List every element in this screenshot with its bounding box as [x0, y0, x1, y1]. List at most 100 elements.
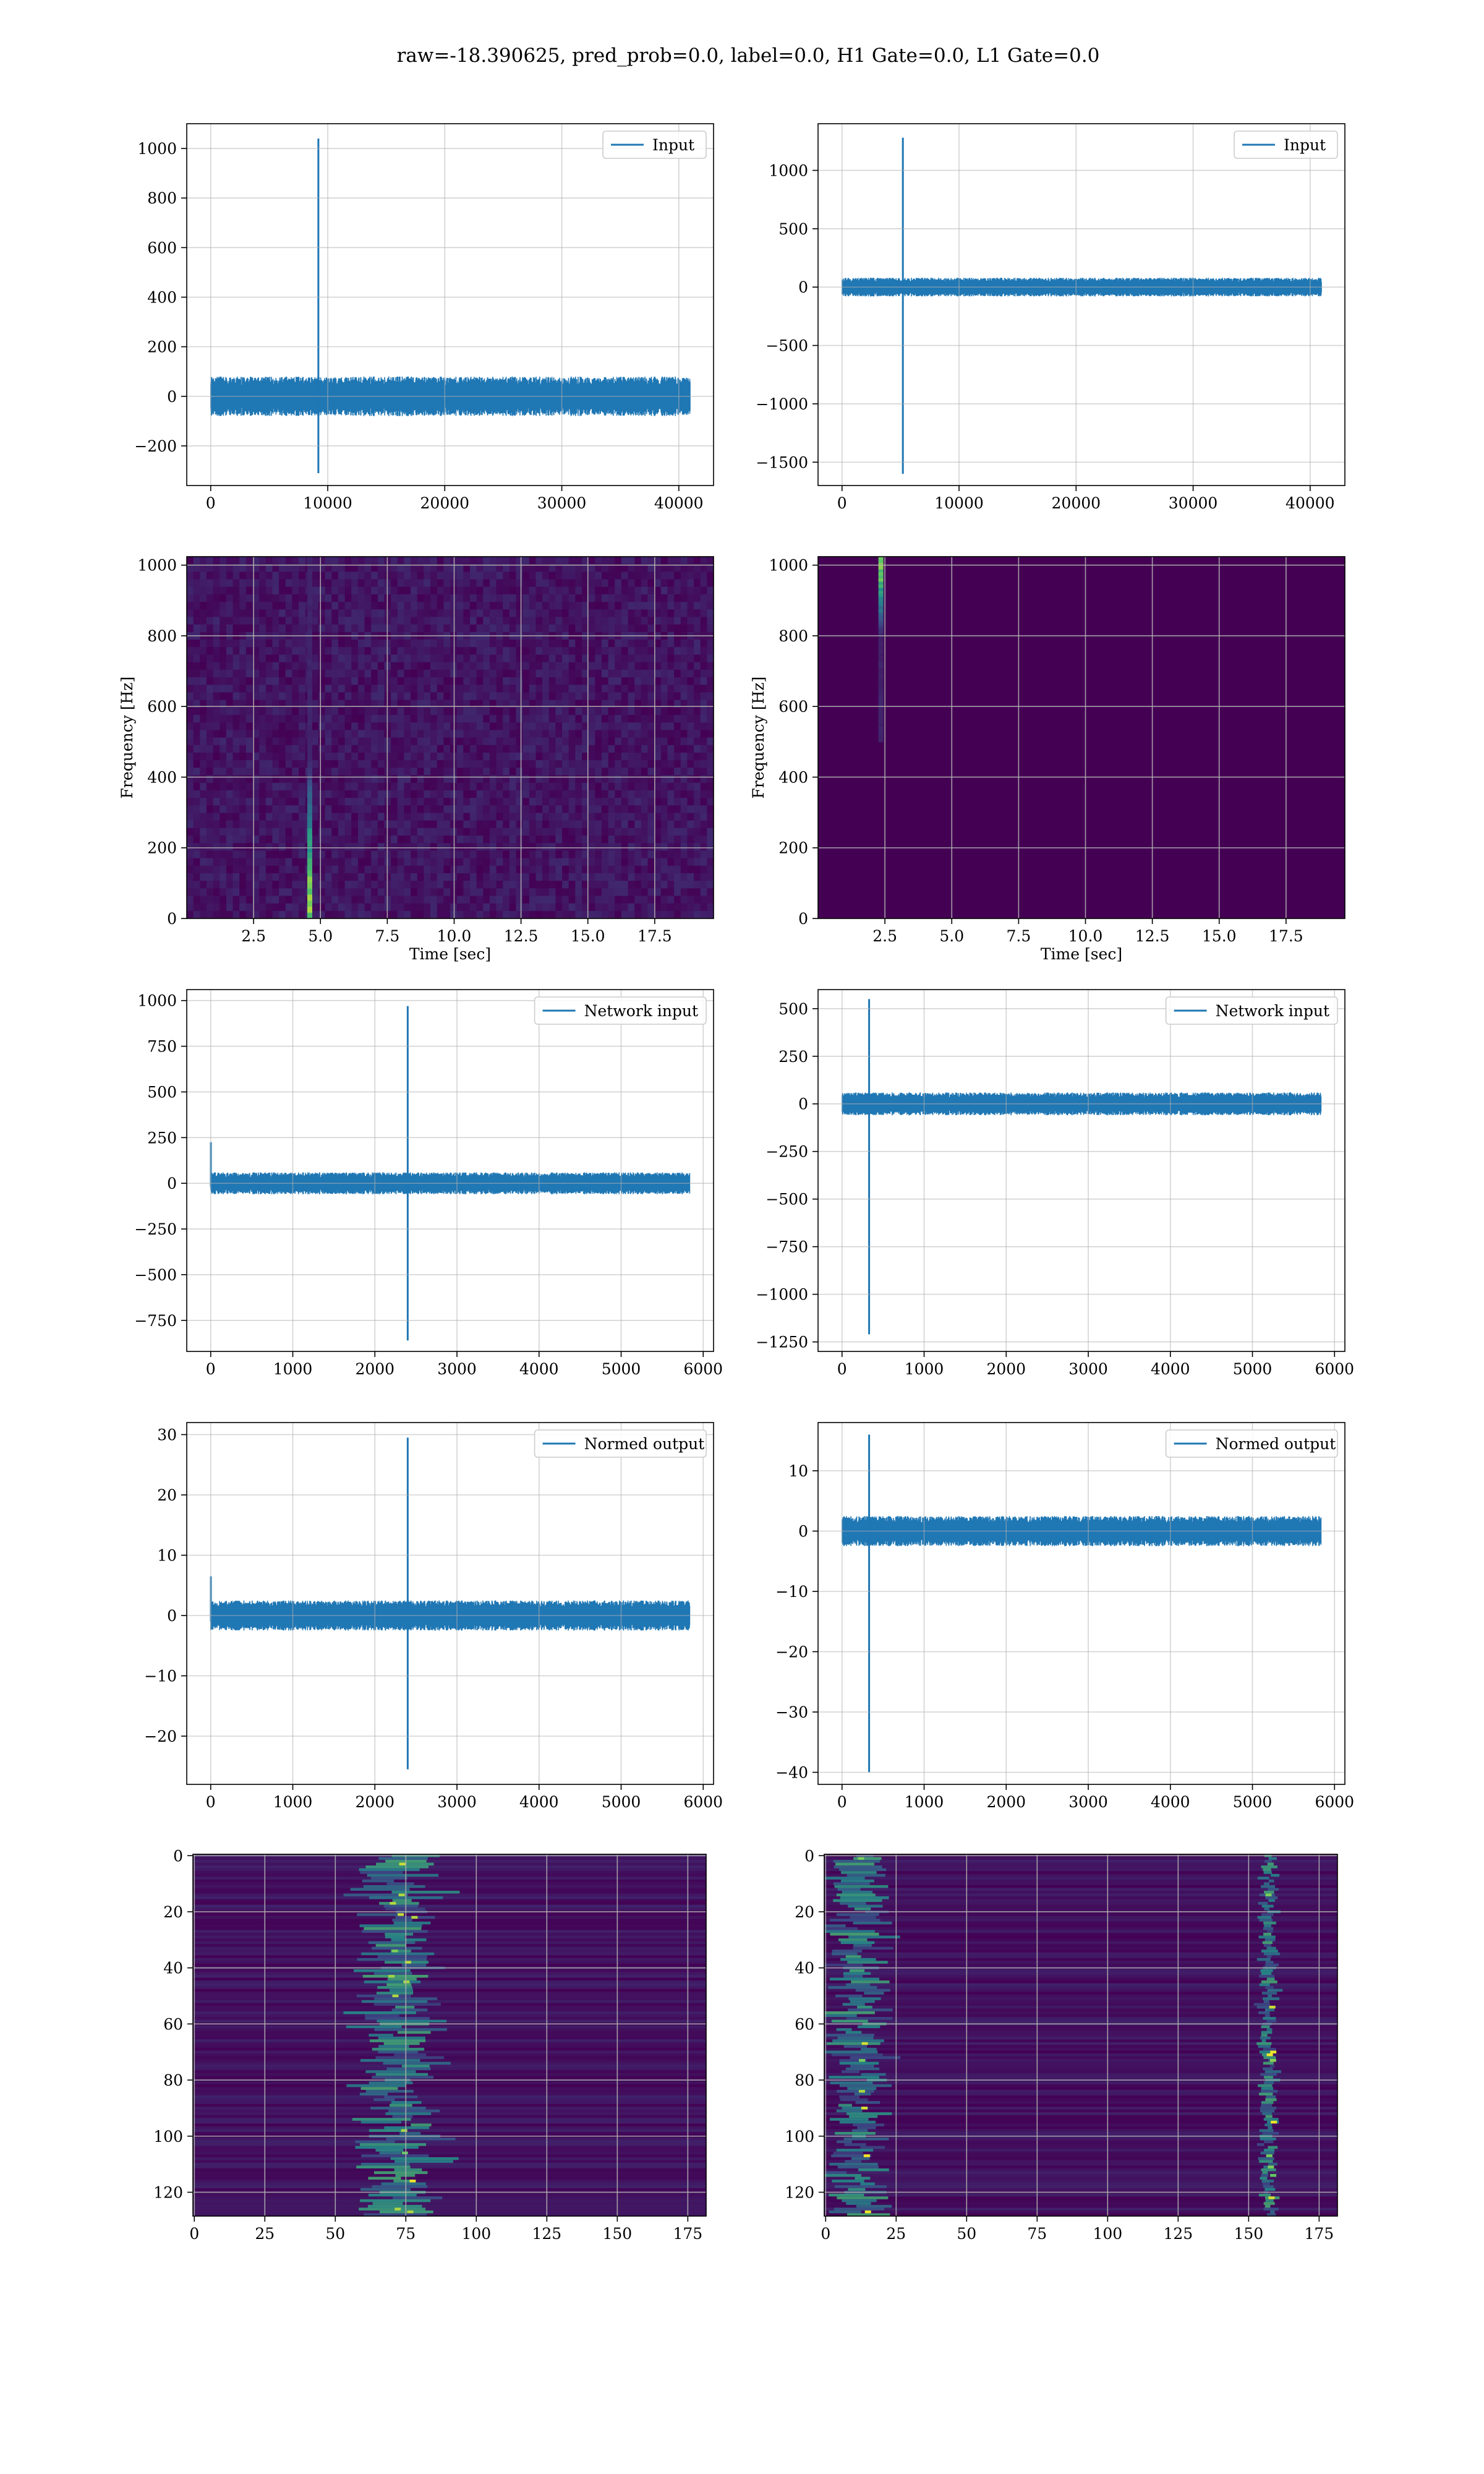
heatmap-cell — [252, 617, 260, 625]
heatmap-cell — [601, 813, 609, 821]
heatmap-cell — [694, 775, 701, 784]
heatmap-cell — [647, 647, 655, 656]
heatmap-cell — [312, 896, 319, 904]
heatmap-cell — [647, 782, 655, 791]
heatmap-cell — [187, 820, 194, 829]
heatmap-row — [193, 2126, 706, 2129]
heatmap-cell — [588, 677, 595, 685]
heatmap-cell — [483, 714, 490, 723]
heatmap-cell — [687, 662, 694, 670]
heatmap-cell — [226, 609, 234, 618]
heatmap-streak — [1264, 2123, 1272, 2127]
heatmap-cell — [285, 677, 292, 685]
heatmap-cell — [654, 843, 662, 851]
heatmap-cell — [503, 798, 510, 806]
heatmap-row — [193, 2149, 706, 2152]
heatmap-row — [193, 2036, 706, 2040]
heatmap-cell — [299, 722, 306, 730]
heatmap-cell — [357, 760, 365, 768]
heatmap-cell — [245, 692, 254, 701]
heatmap-cell — [621, 579, 629, 588]
heatmap-cell — [601, 586, 609, 595]
heatmap-cell — [187, 557, 194, 565]
heatmap-cell — [634, 564, 642, 572]
heatmap-cell — [601, 714, 609, 723]
heatmap-row — [193, 1977, 706, 1981]
heatmap-cell — [200, 820, 207, 829]
heatmap-streak — [839, 1868, 887, 1872]
heatmap-cell — [647, 850, 655, 859]
heatmap-cell — [463, 677, 471, 685]
heatmap-cell — [213, 820, 220, 829]
heatmap-cell — [588, 586, 595, 595]
heatmap-cell — [430, 835, 438, 844]
heatmap-cell — [667, 828, 675, 836]
heatmap-cell — [397, 662, 405, 670]
heatmap-cell — [548, 745, 556, 753]
heatmap-cell — [226, 602, 234, 610]
heatmap-cell — [397, 677, 405, 685]
heatmap-cell — [562, 609, 569, 618]
y-tick-label: 10 — [788, 1462, 808, 1480]
heatmap-cell — [503, 873, 510, 881]
heatmap-streak — [359, 1868, 420, 1872]
heatmap-cell — [279, 669, 286, 678]
heatmap-cell — [391, 737, 398, 746]
heatmap-cell — [206, 813, 214, 821]
heatmap-cell — [325, 677, 332, 685]
heatmap-cell — [575, 586, 582, 595]
heatmap-cell — [674, 888, 681, 897]
heatmap-cell — [344, 768, 352, 776]
heatmap-cell — [667, 564, 675, 572]
heatmap-cell — [700, 850, 707, 859]
heatmap-feature — [878, 677, 884, 681]
heatmap-cell — [187, 737, 194, 746]
heatmap-cell — [680, 798, 688, 806]
heatmap-cell — [325, 828, 332, 836]
heatmap-cell — [654, 858, 662, 867]
heatmap-cell — [608, 768, 615, 776]
heatmap-cell — [391, 903, 398, 912]
heatmap-cell — [437, 760, 444, 768]
heatmap-cell — [674, 910, 681, 918]
heatmap-cell — [516, 881, 523, 889]
heatmap-cell — [193, 579, 200, 588]
heatmap-cell — [535, 617, 543, 625]
heatmap-streak — [385, 1932, 414, 1936]
heatmap-cell — [351, 805, 359, 813]
heatmap-cell — [325, 798, 332, 806]
heatmap-cell — [674, 782, 681, 791]
heatmap-cell — [239, 775, 247, 784]
heatmap-cell — [588, 602, 595, 610]
heatmap-cell — [232, 692, 240, 701]
heatmap-cell — [292, 843, 299, 851]
heatmap-cell — [562, 745, 569, 753]
heatmap-cell — [397, 647, 405, 656]
heatmap-cell — [265, 888, 273, 897]
heatmap-cell — [437, 745, 444, 753]
heatmap-streak — [832, 1952, 858, 1956]
heatmap-cell — [193, 654, 200, 663]
heatmap-cell — [700, 790, 707, 798]
heatmap-cell — [628, 873, 635, 881]
heatmap-cell — [608, 700, 615, 708]
heatmap-cell — [443, 745, 451, 753]
heatmap-streak — [833, 1860, 881, 1864]
heatmap-hotspot — [401, 2129, 407, 2133]
heatmap-cell — [252, 662, 260, 670]
x-tick-label: 6000 — [683, 1360, 723, 1378]
heatmap-feature — [878, 571, 884, 576]
heatmap-cell — [312, 579, 319, 588]
heatmap-streak — [401, 1963, 427, 1967]
series-line-noise — [210, 376, 691, 416]
heatmap-cell — [694, 594, 701, 602]
heatmap-cell — [338, 813, 346, 821]
heatmap-cell — [351, 571, 359, 580]
heatmap-cell — [469, 910, 477, 918]
heatmap-cell — [522, 662, 530, 670]
x-tick-label: 5.0 — [308, 927, 333, 945]
heatmap-cell — [615, 737, 622, 746]
heatmap-cell — [417, 760, 424, 768]
heatmap-cell — [680, 594, 688, 602]
